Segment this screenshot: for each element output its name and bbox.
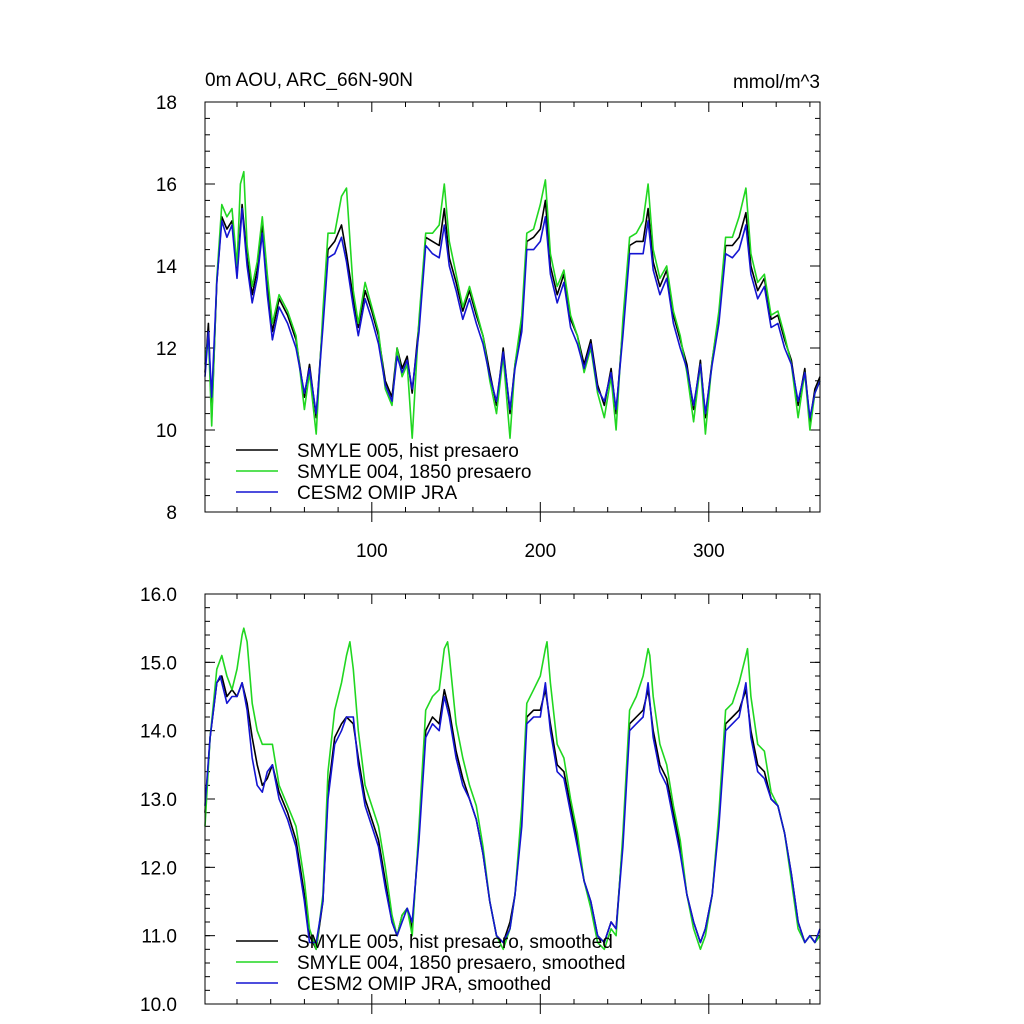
y-tick-label: 12 <box>156 339 177 360</box>
top-panel-title: 0m AOU, ARC_66N-90N <box>205 70 413 91</box>
y-tick-label: 11.0 <box>141 927 177 948</box>
legend-label: CESM2 OMIP JRA, smoothed <box>297 974 551 995</box>
series-line-1 <box>204 170 821 439</box>
legend-label: SMYLE 004, 1850 presaero, smoothed <box>297 953 625 974</box>
x-tick-label: 100 <box>356 541 388 562</box>
y-tick-label: 15.0 <box>140 653 177 674</box>
top-panel-x-tick-labels: 100 200 300 <box>356 541 725 562</box>
y-tick-label: 12.0 <box>140 858 177 879</box>
y-tick-label: 16 <box>156 175 177 196</box>
y-tick-label: 8 <box>166 503 177 524</box>
bottom-panel-frame <box>204 593 821 1005</box>
top-panel-series <box>204 170 821 439</box>
bottom-panel-y-tick-labels: 10.0 11.0 12.0 13.0 14.0 15.0 16.0 <box>140 585 177 1016</box>
top-panel-frame <box>204 101 821 513</box>
y-tick-label: 14.0 <box>140 722 177 743</box>
legend-label: SMYLE 005, hist presaero <box>297 441 519 462</box>
top-panel: 0m AOU, ARC_66N-90N mmol/m^3 8 10 12 14 16 18… <box>156 70 821 562</box>
top-panel-y-tick-labels: 8 10 12 14 16 18 <box>156 93 178 524</box>
bottom-panel: 10.0 11.0 12.0 13.0 14.0 15.0 16.0 SMYLE 005, … <box>140 585 821 1016</box>
x-tick-label: 200 <box>524 541 556 562</box>
y-tick-label: 16.0 <box>140 585 177 606</box>
series-line-2 <box>204 675 821 944</box>
bottom-panel-series <box>204 627 821 951</box>
x-tick-label: 300 <box>693 541 725 562</box>
top-panel-units: mmol/m^3 <box>733 72 820 93</box>
legend-label: CESM2 OMIP JRA <box>297 483 457 504</box>
series-line-1 <box>204 627 821 951</box>
y-tick-label: 14 <box>156 257 178 278</box>
y-tick-label: 10.0 <box>140 995 177 1016</box>
legend-label: SMYLE 005, hist presaero, smoothed <box>297 932 613 953</box>
series-line-2 <box>204 207 821 419</box>
legend-label: SMYLE 004, 1850 presaero <box>297 462 532 483</box>
y-tick-label: 10 <box>156 421 177 442</box>
y-tick-label: 18 <box>156 93 177 114</box>
y-tick-label: 13.0 <box>140 790 177 811</box>
bottom-panel-legend: SMYLE 005, hist presaero, smoothedSMYLE … <box>236 932 625 995</box>
